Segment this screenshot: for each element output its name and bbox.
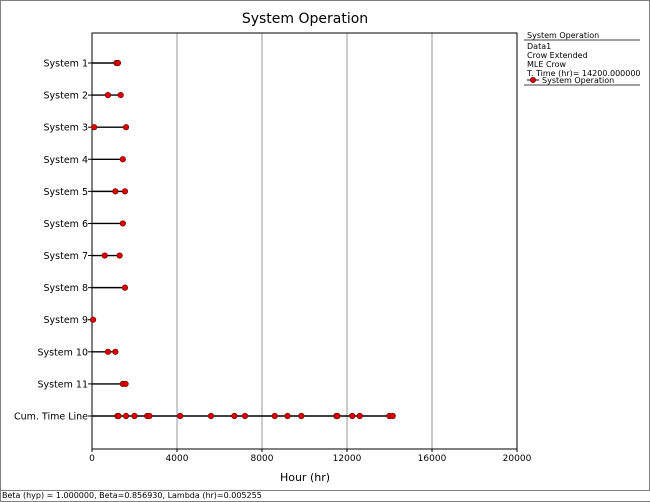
category-label: System 2 [44,91,89,102]
category-label: System 3 [44,123,89,134]
row-6 [92,220,126,227]
legend-heading: System Operation [527,31,599,40]
legend-series-label: System Operation [542,76,614,85]
failure-point [104,348,112,355]
failure-point [241,412,249,420]
x-tick-label: 20000 [503,454,532,464]
y-axis-categories: System 1 System 2 System 3 System 4 System 5… [14,59,92,423]
failure-point [121,284,129,291]
category-label: System 1 [44,59,89,70]
x-tick-label: 16000 [418,454,447,464]
failure-point [177,412,184,420]
failure-point [334,412,341,420]
row-7 [92,252,123,259]
category-label: System 8 [44,283,89,294]
data-rows [89,59,396,420]
plot-border [91,32,518,450]
row-8 [92,284,129,291]
failure-point [122,380,129,388]
failure-point [114,59,122,67]
failure-point [101,252,108,259]
failure-point [271,412,278,420]
row-2 [92,91,124,99]
category-label: System 6 [44,219,89,230]
row-4 [92,156,126,163]
category-label: System 7 [44,251,89,262]
failure-point [131,412,138,420]
category-label: System 4 [44,155,89,166]
failure-point [356,412,363,420]
failure-point [121,188,129,195]
chart-title: System Operation [242,11,368,27]
failure-point [117,91,124,99]
category-label: Cum. Time Line [14,412,88,423]
failure-point [284,412,291,420]
failure-point [91,124,98,131]
plot-area [91,32,518,450]
failure-point [119,220,126,227]
legend-line-4: T. Time (hr)= 14200.000000 [526,69,641,78]
status-bar: Beta (hyp) = 1.000000, Beta=0.856930, La… [0,490,650,502]
failure-point [231,412,238,420]
row-10 [92,348,119,355]
legend-line-3: MLE Crow [527,60,567,69]
legend-line-2: Crow Extended [527,51,588,60]
row-12 [92,412,396,420]
row-1 [92,59,122,67]
row-3 [91,124,130,131]
failure-point [146,412,153,420]
failure-point [207,412,215,420]
row-5 [92,188,129,195]
category-label: System 5 [44,187,89,198]
failure-point [122,412,130,420]
failure-point [122,124,130,131]
grid-lines [176,33,433,449]
failure-point [89,316,97,323]
failure-point [389,412,396,420]
x-tick-label: 4000 [166,454,189,464]
category-label: System 11 [37,379,88,390]
x-tick-label: 0 [89,454,95,464]
failure-point [119,156,126,163]
x-axis-ticks: 0 4000 8000 12000 16000 20000 [89,449,532,464]
failure-point [116,252,123,259]
x-tick-label: 12000 [333,454,362,464]
x-tick-label: 8000 [251,454,274,464]
failure-point [298,412,305,420]
chart-canvas: System Operation 0 4000 8000 12000 16000 2000… [14,11,641,484]
category-label: System 9 [44,315,89,326]
row-11 [92,380,129,388]
failure-point [112,188,119,195]
x-axis-label: Hour (hr) [280,471,330,484]
failure-point [104,91,112,99]
legend-line-1: Data1 [527,42,551,51]
row-9 [89,316,97,323]
legend: System Operation Data1 Crow Extended MLE… [524,31,641,86]
failure-point [349,412,356,420]
chart-frame [0,0,650,491]
category-label: System 10 [37,347,88,358]
failure-point [115,412,122,420]
failure-point [112,348,119,355]
legend-series-marker [530,77,537,84]
